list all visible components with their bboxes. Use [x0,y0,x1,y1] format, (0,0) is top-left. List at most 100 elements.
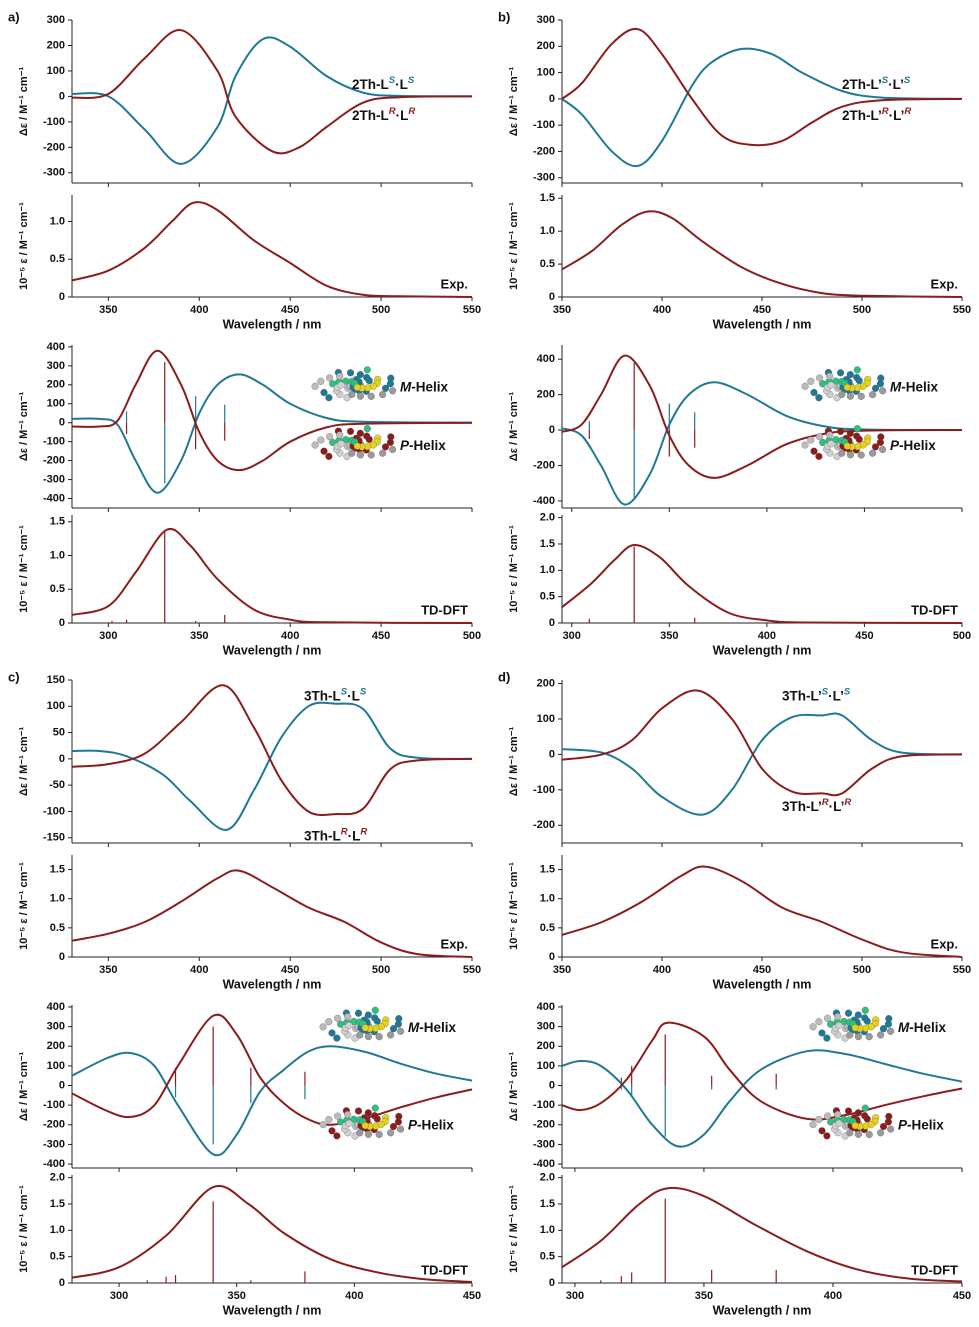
y-tick-label: 200 [537,40,555,52]
series-label-part: -Helix [419,1019,456,1034]
molecule-atom [333,1034,341,1042]
y-tick-label: 100 [537,1060,555,1072]
series-label-part: 2Th-L’ [842,108,882,123]
molecule-atom [337,381,345,389]
y-tick-label: 100 [47,65,65,77]
molecule-atom [877,1031,885,1039]
y-axis-label: 10⁻⁵ ε / M⁻¹ cm⁻¹ [508,862,520,950]
y-tick-label: -400 [43,492,65,504]
y-tick-label: 1.5 [540,538,555,550]
series-label-part: R [389,106,396,117]
y-tick-label: 0.5 [50,1251,65,1263]
series-label-part: R [844,797,851,808]
x-tick-label: 450 [372,630,390,642]
molecule-atom [834,1013,842,1021]
annotation: TD-DFT [421,602,468,617]
x-tick-label: 450 [855,630,873,642]
molecule-atom [807,377,815,385]
series-label-part: R [341,826,348,837]
molecule-atom [336,372,344,380]
series-label-part: -Helix [909,1019,946,1034]
molecule-atom [846,1129,854,1137]
molecule-atom [364,1011,372,1019]
molecule-atom [375,1033,383,1041]
line [71,1184,473,1283]
series-label-part: S [904,75,911,86]
x-tick-label: 400 [190,304,208,316]
annotation: TD-DFT [421,1262,468,1277]
series-label-part: R [904,106,911,117]
molecule-atom [876,380,884,388]
y-tick-label: 0 [59,1079,65,1091]
molecule-atom [807,436,815,444]
molecule-atom [854,1109,862,1117]
series-label-part: R [408,106,415,117]
y-axis-label: Δε / M⁻¹ cm⁻¹ [18,726,30,796]
x-axis-label: Wavelength / nm [713,1303,812,1317]
series-label-part: -Helix [417,1117,454,1132]
molecule-atom [865,1033,873,1041]
molecule-atom [835,1021,843,1030]
molecule-atom [887,1125,895,1133]
x-axis-label: Wavelength / nm [223,317,322,331]
molecule-atom [843,383,851,391]
molecule-atom [397,1125,405,1133]
x-tick-label: 300 [110,1290,128,1302]
series-label-part: 3Th-L’ [782,799,822,814]
molecule-atom [373,1017,381,1025]
series-label: P-Helix [898,1117,944,1132]
y-tick-label: 0 [59,90,65,102]
molecule-atom [325,1018,333,1026]
y-tick-label: 0 [549,617,555,629]
line [71,684,473,817]
molecule-atom [334,1112,342,1120]
y-tick-label: 0 [549,748,555,760]
series-label-part: S [389,75,396,86]
molecule-atom [365,377,373,385]
y-tick-label: -100 [533,784,555,796]
x-tick-label: 500 [953,630,971,642]
series-label-part: S [882,75,889,86]
x-tick-label: 350 [99,304,117,316]
line [71,1013,473,1126]
molecule-atom [836,427,845,435]
series-label-part: M [408,1019,420,1034]
y-tick-label: -150 [43,832,65,844]
y-axis-label: 10⁻⁵ ε / M⁻¹ cm⁻¹ [508,1185,520,1273]
y-tick-label: -300 [43,1138,65,1150]
molecule-atom [801,382,809,390]
y-tick-label: -300 [533,172,555,184]
molecule-atom [381,384,390,392]
molecule-atom [824,1014,832,1022]
y-tick-label: -100 [533,1099,555,1111]
molecule-atom [348,449,356,457]
molecule-atom [827,1118,835,1126]
molecule-atom [346,427,355,435]
y-tick-label: 100 [47,398,65,410]
x-axis-label: Wavelength / nm [713,643,812,657]
molecule-atom [871,443,880,451]
molecule-atom [809,1023,817,1031]
molecule-atom [879,445,887,454]
molecule-atom [386,438,394,446]
molecule-atom [855,377,863,385]
line [71,701,473,831]
y-tick-label: -400 [533,495,555,507]
molecule-icon [319,1104,405,1140]
x-tick-label: 350 [553,304,571,316]
x-axis-label: Wavelength / nm [713,317,812,331]
molecule-atom [389,1025,398,1033]
molecule-atom [333,1132,341,1140]
molecule-atom [394,1118,402,1126]
series-label: M-Helix [898,1019,947,1034]
series-label-part: M [400,379,412,394]
y-tick-label: 0 [549,291,555,303]
molecule-atom [861,1006,869,1014]
molecule-atom [815,452,823,460]
molecule-atom [387,1129,395,1137]
x-tick-label: 400 [758,630,776,642]
molecule-atom [334,1014,342,1022]
molecule-atom [816,374,824,382]
series-label-part: ·L’ [828,688,844,703]
